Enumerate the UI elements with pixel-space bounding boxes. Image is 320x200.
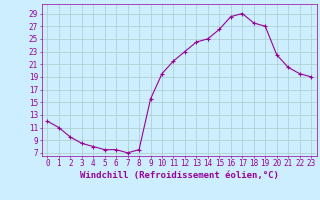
X-axis label: Windchill (Refroidissement éolien,°C): Windchill (Refroidissement éolien,°C) <box>80 171 279 180</box>
